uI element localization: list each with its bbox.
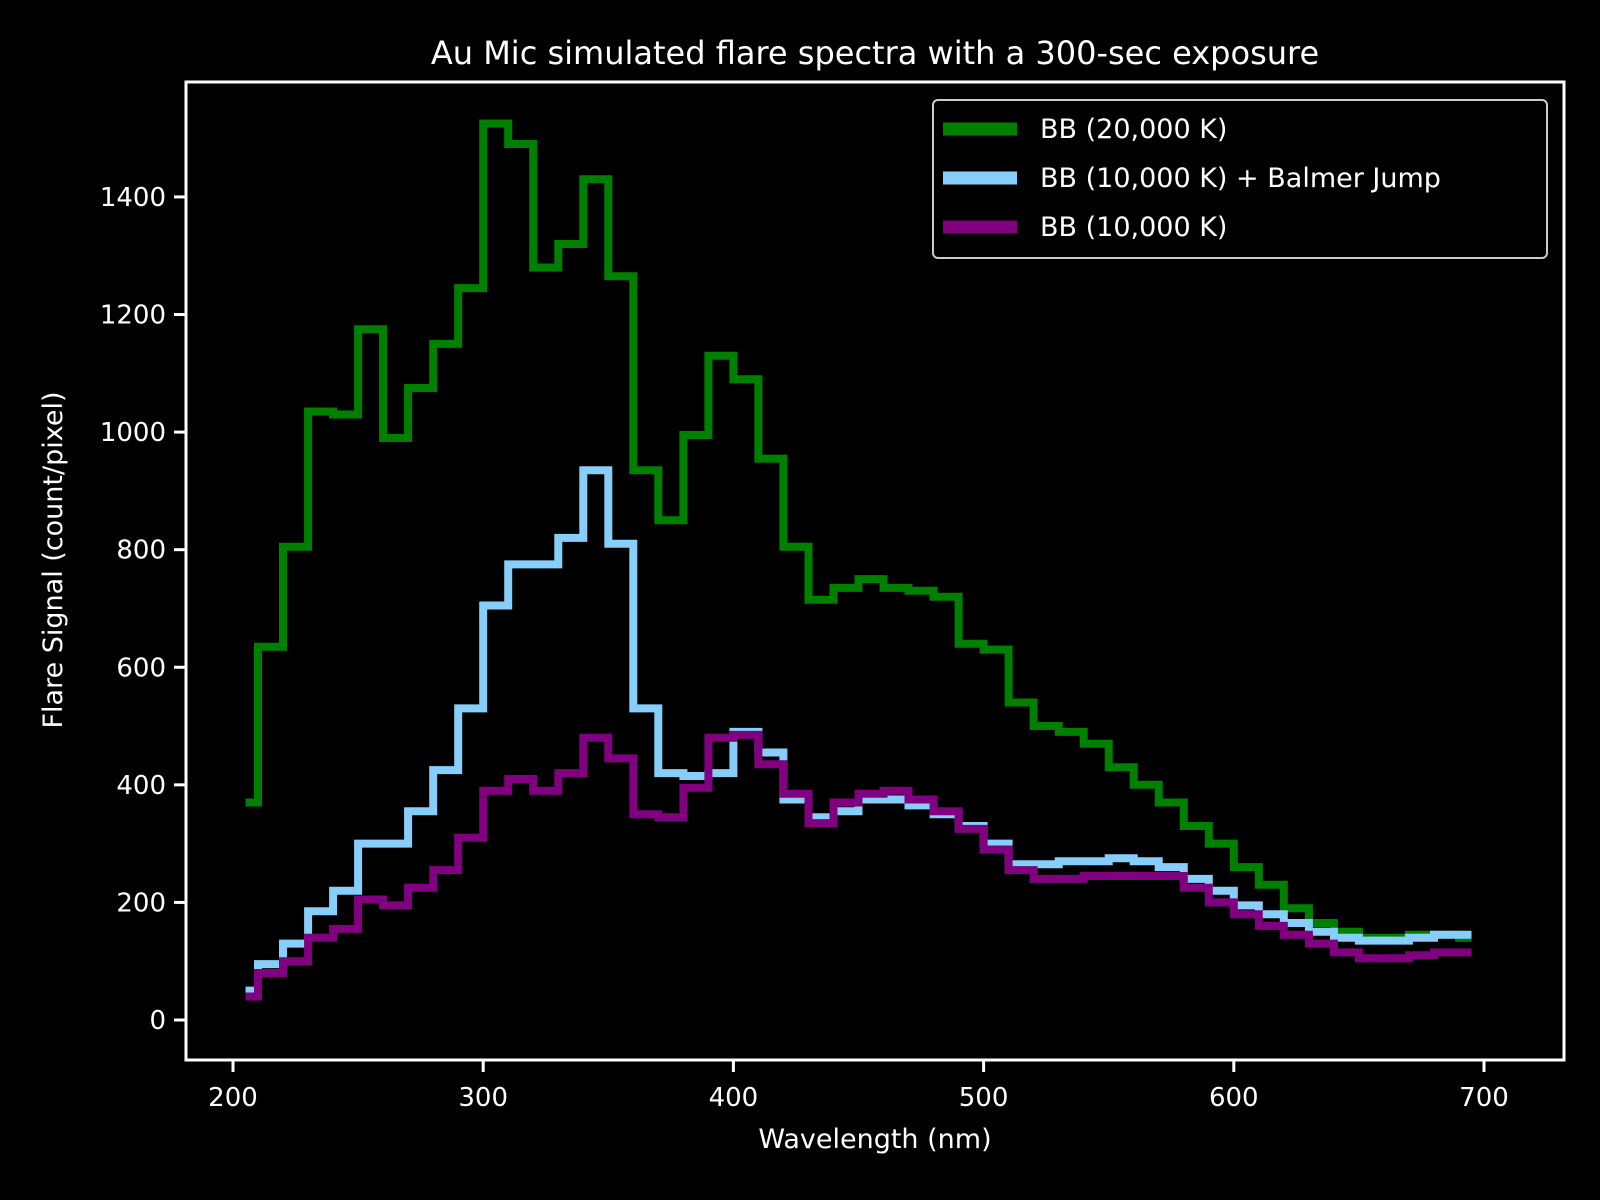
legend: BB (20,000 K) BB (10,000 K) + Balmer Jum… — [932, 99, 1548, 259]
series-line-2 — [245, 730, 1472, 1001]
x-tick-label: 200 — [208, 1083, 258, 1113]
series-line-0 — [245, 119, 1472, 942]
series-group — [245, 119, 1472, 1001]
axes-frame — [184, 80, 1566, 1062]
y-tick-label: 400 — [116, 771, 166, 801]
y-tick-label: 200 — [116, 888, 166, 918]
y-axis-title: Flare Signal (count/pixel) — [38, 391, 69, 728]
x-axis: 200 300 400 500 600 700 — [208, 1060, 1509, 1113]
legend-frame — [932, 99, 1548, 259]
y-tick-label: 800 — [116, 536, 166, 566]
legend-item-bb-10000k: BB (10,000 K) — [943, 212, 1227, 243]
y-tick-label: 600 — [116, 653, 166, 683]
y-tick-label: 1000 — [100, 418, 166, 448]
y-tick-label: 0 — [149, 1006, 166, 1036]
y-tick-label: 1400 — [100, 183, 166, 213]
y-tick-label: 1200 — [100, 301, 166, 331]
x-tick-label: 600 — [1209, 1083, 1259, 1113]
x-tick-label: 500 — [959, 1083, 1009, 1113]
x-axis-title: Wavelength (nm) — [758, 1124, 991, 1155]
legend-item-bb-10000k-balmer: BB (10,000 K) + Balmer Jump — [943, 163, 1441, 194]
x-tick-label: 300 — [458, 1083, 508, 1113]
legend-item-bb-20000k: BB (20,000 K) — [943, 114, 1227, 145]
x-tick-label: 700 — [1459, 1083, 1509, 1113]
y-axis: 0 200 400 600 800 1000 1200 1400 — [100, 183, 186, 1036]
legend-label: BB (20,000 K) — [1040, 114, 1227, 145]
chart-title: Au Mic simulated flare spectra with a 30… — [431, 34, 1319, 72]
x-tick-label: 400 — [709, 1083, 759, 1113]
legend-label: BB (10,000 K) + Balmer Jump — [1040, 163, 1441, 194]
legend-label: BB (10,000 K) — [1040, 212, 1227, 243]
plot-area — [184, 80, 1566, 1062]
